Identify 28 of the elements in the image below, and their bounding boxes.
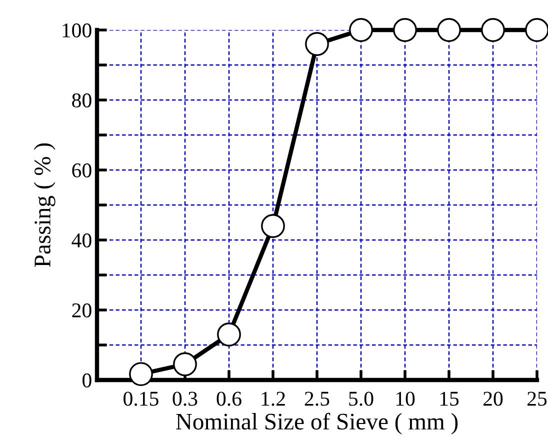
x-tick-label: 5.0 [349,392,374,406]
x-tick-label: 2.5 [304,392,330,406]
point [217,322,241,346]
x-tick-label: 1.2 [262,392,285,406]
point [129,362,153,386]
point [349,18,373,42]
x-tick-label: 10 [396,392,415,406]
point [261,214,285,238]
y-tick-label: 60 [72,163,92,178]
point [305,32,329,56]
x-tick-label: 15 [440,392,459,406]
y-tick-label: 100 [62,23,92,38]
x-axis-title: Nominal Size of Sieve ( mm ) [176,412,458,434]
x-tick-label: 0.6 [216,392,242,406]
x-tick-label: 0.3 [172,392,198,406]
x-tick-label: 0.15 [124,392,158,406]
point [437,18,461,42]
x-tick-label: 20 [484,392,503,406]
point [393,18,417,42]
y-tick-label: 0 [82,373,92,388]
point [525,18,548,42]
point [173,352,197,376]
x-tick-label: 25 [528,392,547,406]
y-tick-label: 20 [72,303,92,318]
y-tick-label: 80 [72,93,92,108]
y-tick-label: 40 [72,233,92,248]
y-axis-title: Passing ( % ) [34,143,56,267]
point [481,18,505,42]
